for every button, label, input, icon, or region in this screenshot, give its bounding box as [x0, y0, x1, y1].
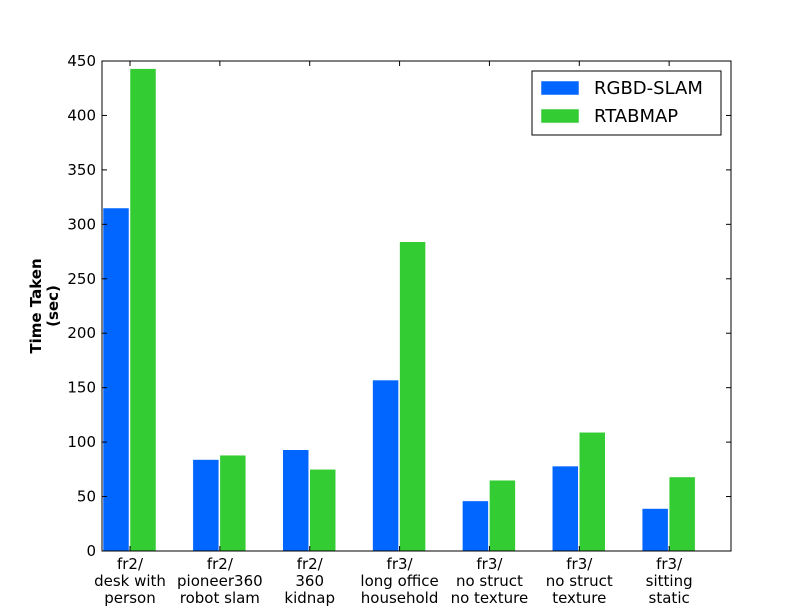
x-category-label: fr2/ [117, 555, 144, 573]
y-tick-label: 150 [67, 379, 96, 397]
legend-swatch [540, 108, 580, 124]
y-tick-label: 200 [67, 324, 96, 342]
x-category-label: sitting [646, 572, 693, 590]
bar-rtabmap-3 [399, 241, 426, 552]
y-axis-label: Time Taken(sec) [27, 258, 62, 353]
y-axis-label-line: (sec) [44, 285, 62, 327]
bar-rgbd-slam-3 [372, 379, 399, 552]
legend-label: RGBD-SLAM [594, 78, 703, 99]
x-category-label: no struct [546, 572, 613, 590]
y-tick-label: 400 [67, 106, 96, 124]
bar-rgbd-slam-0 [102, 207, 130, 552]
x-category-label: robot slam [180, 589, 260, 607]
bar-rtabmap-1 [219, 454, 247, 552]
bar-rgbd-slam-5 [552, 465, 579, 552]
x-category-label: person [104, 589, 155, 607]
x-category-label: fr2/ [207, 555, 234, 573]
x-category-label: pioneer360 [177, 572, 263, 590]
y-tick-label: 50 [77, 488, 96, 506]
legend-swatch [540, 80, 580, 96]
y-tick-label: 100 [67, 433, 96, 451]
x-category-label: 360 [295, 572, 324, 590]
x-category-label: kidnap [284, 589, 335, 607]
bar-rtabmap-0 [129, 68, 157, 552]
x-category-label: fr3/ [656, 555, 683, 573]
x-category-label: no struct [456, 572, 523, 590]
bar-rgbd-slam-4 [462, 500, 489, 552]
y-tick-label: 0 [86, 542, 96, 560]
x-category-label: texture [552, 589, 606, 607]
x-category-label: no texture [451, 589, 529, 607]
bar-rtabmap-4 [489, 479, 516, 552]
x-category-label: fr2/ [297, 555, 324, 573]
y-tick-label: 300 [67, 215, 96, 233]
x-category-label: desk with [94, 572, 166, 590]
bar-rtabmap-6 [668, 476, 696, 552]
x-category-label: household [361, 589, 439, 607]
x-category-label: fr3/ [387, 555, 414, 573]
bar-rtabmap-2 [309, 469, 336, 552]
y-axis-label-line: Time Taken [27, 258, 45, 353]
plot-frame [101, 60, 732, 552]
legend-label: RTABMAP [594, 106, 678, 127]
bars-group [102, 68, 696, 552]
x-category-label: fr3/ [566, 555, 593, 573]
x-category-label: fr3/ [476, 555, 503, 573]
legend: RGBD-SLAM RTABMAP [531, 70, 722, 136]
bar-rgbd-slam-6 [641, 508, 669, 552]
y-tick-label: 350 [67, 161, 96, 179]
bar-rtabmap-5 [579, 432, 606, 552]
y-axis: 0 50 100 150 200 250 300 350 400 450 [67, 52, 731, 560]
y-tick-label: 450 [67, 52, 96, 70]
bar-rgbd-slam-1 [192, 459, 220, 552]
x-category-label: long office [360, 572, 438, 590]
y-tick-label: 250 [67, 270, 96, 288]
x-category-label: static [649, 589, 690, 607]
bar-rgbd-slam-2 [282, 449, 309, 552]
